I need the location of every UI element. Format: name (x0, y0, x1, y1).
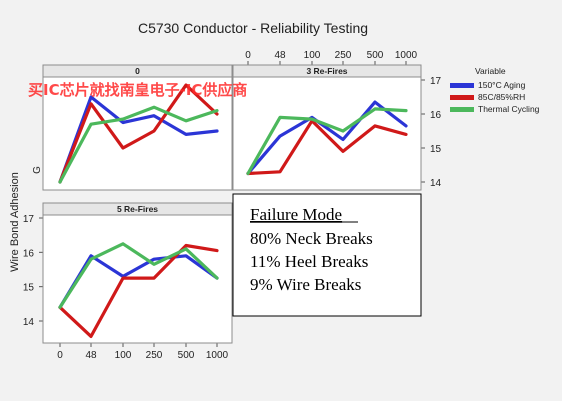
legend-label-85C: 85C/85%RH (478, 92, 525, 102)
bottom-x-tick-label: 500 (178, 350, 195, 361)
right-y-tick-label: 14 (430, 178, 442, 189)
panel-strip-label: 0 (135, 66, 140, 76)
bottom-x-tick-label: 0 (57, 350, 63, 361)
top-x-tick-label: 0 (245, 50, 251, 61)
bottom-x-axis: 0 48 100 250 500 1000 (57, 343, 229, 361)
legend-label-150C: 150°C Aging (478, 80, 526, 90)
legend-title: Variable (475, 66, 506, 76)
bottom-x-tick-label: 250 (146, 350, 163, 361)
left-y-tick-label: 14 (23, 317, 35, 328)
panel-frame (42, 202, 233, 344)
left-y-tick-label: 15 (23, 283, 35, 294)
failure-mode-neck: 80% Neck Breaks (250, 229, 373, 248)
right-y-tick-label: 17 (430, 76, 442, 87)
panel-strip-label: 5 Re-Fires (117, 204, 158, 214)
panel-2: 5 Re-Fires (42, 202, 233, 344)
panel-extra-label: G (32, 166, 43, 174)
failure-mode-title: Failure Mode (250, 205, 342, 224)
failure-mode-heel: 11% Heel Breaks (250, 252, 368, 271)
panel-frame (42, 64, 233, 191)
left-y-tick-label: 16 (23, 248, 35, 259)
panel-1: 3 Re-Fires (232, 64, 422, 191)
panel-strip (42, 202, 233, 216)
top-x-tick-label: 48 (274, 50, 286, 61)
panel-strip (232, 64, 422, 78)
series-line-thermal (58, 105, 219, 184)
right-y-tick-label: 16 (430, 110, 442, 121)
top-x-tick-label: 100 (304, 50, 321, 61)
bottom-x-tick-label: 100 (115, 350, 132, 361)
series-line-85C (58, 83, 219, 184)
chart-title: C5730 Conductor - Reliability Testing (138, 20, 368, 36)
panel-strip (42, 64, 233, 78)
bottom-x-tick-label: 48 (85, 350, 97, 361)
left-y-axis: 14 15 16 17 (23, 214, 43, 328)
series-line-85C (246, 119, 408, 176)
series-line-thermal (58, 242, 219, 309)
top-x-axis: 0 48 100 250 500 1000 (233, 50, 421, 66)
top-x-tick-label: 250 (335, 50, 352, 61)
legend-swatch-85C (450, 95, 474, 100)
y-axis-label: Wire Bond Adhesion (9, 172, 21, 272)
legend-swatch-thermal (450, 107, 474, 112)
failure-mode-wire: 9% Wire Breaks (250, 275, 361, 294)
right-y-axis: 14 15 16 17 (421, 76, 442, 189)
failure-mode-box: Failure Mode 80% Neck Breaks 11% Heel Br… (232, 193, 422, 317)
series-line-150C (246, 100, 408, 176)
top-x-tick-label: 500 (367, 50, 384, 61)
left-y-tick-label: 17 (23, 214, 35, 225)
series-line-thermal (246, 107, 408, 176)
panel-strip-label: 3 Re-Fires (306, 66, 347, 76)
legend-swatch-150C (450, 83, 474, 88)
right-y-tick-label: 15 (430, 144, 442, 155)
legend-label-thermal: Thermal Cycling (478, 104, 540, 114)
watermark-text: 买IC芯片就找南皇电子-IC供应商 (28, 81, 247, 99)
top-x-tick-label: 1000 (395, 50, 418, 61)
legend: Variable 150°C Aging 85C/85%RH Thermal Cyc… (450, 66, 540, 114)
panel-0: 0G (32, 64, 233, 191)
bottom-x-tick-label: 1000 (206, 350, 229, 361)
series-line-85C (58, 243, 219, 338)
series-line-150C (58, 95, 219, 184)
